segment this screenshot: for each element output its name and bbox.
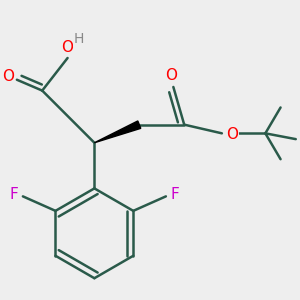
Text: O: O	[61, 40, 74, 56]
Text: H: H	[74, 32, 84, 46]
Text: F: F	[9, 188, 18, 202]
Polygon shape	[94, 121, 141, 143]
Text: O: O	[2, 69, 14, 84]
Text: O: O	[226, 127, 238, 142]
Text: F: F	[171, 188, 180, 202]
Text: O: O	[165, 68, 177, 83]
